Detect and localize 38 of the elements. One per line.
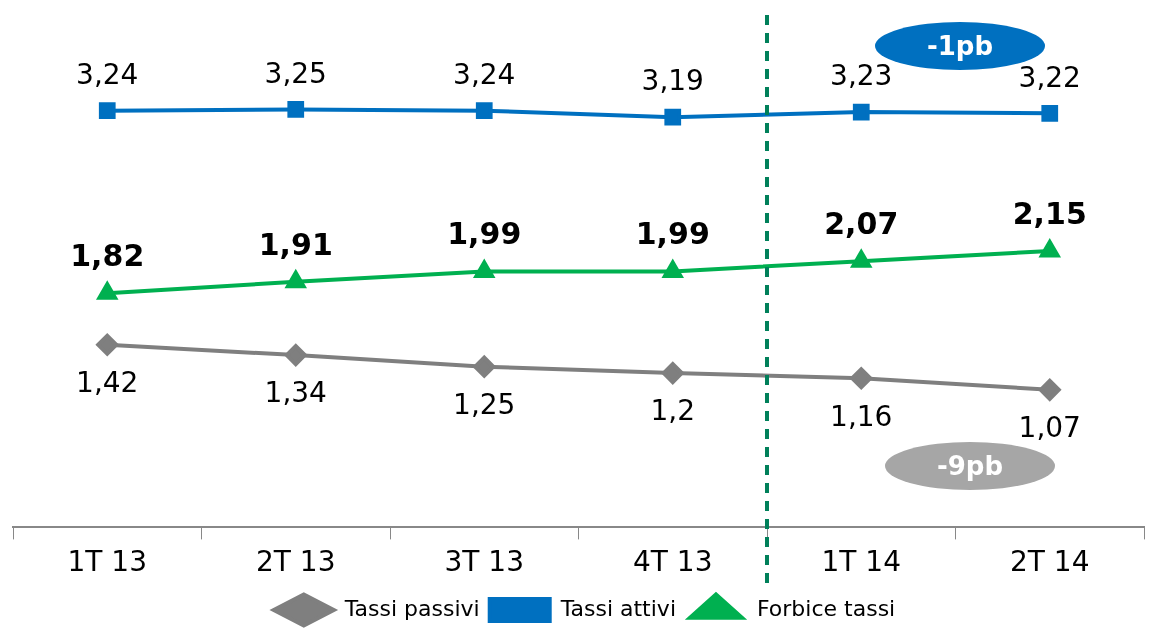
x-tick-label: 2T 13 bbox=[256, 545, 336, 579]
data-label: 3,19 bbox=[641, 64, 704, 98]
x-tick-label: 3T 13 bbox=[444, 545, 524, 579]
data-label: 1,16 bbox=[830, 399, 893, 433]
data-label: 1,07 bbox=[1018, 411, 1081, 445]
badge: -9pb bbox=[885, 442, 1055, 490]
point bbox=[852, 103, 870, 121]
data-label: 1,34 bbox=[264, 376, 327, 410]
point bbox=[284, 344, 307, 367]
data-label: 3,24 bbox=[76, 58, 139, 92]
x-tick-label: 1T 14 bbox=[821, 545, 901, 579]
data-label: 3,24 bbox=[453, 58, 516, 92]
point bbox=[475, 102, 493, 120]
x-tick-label: 4T 13 bbox=[633, 545, 713, 579]
point bbox=[287, 101, 305, 118]
data-label: 1,99 bbox=[447, 216, 522, 252]
legend-label: Tassi attivi bbox=[559, 595, 677, 621]
point bbox=[98, 102, 116, 120]
point bbox=[1041, 104, 1059, 122]
legend-label: Forbice tassi bbox=[756, 595, 896, 621]
point bbox=[661, 362, 684, 385]
data-label: 1,91 bbox=[258, 226, 333, 262]
point bbox=[96, 333, 119, 356]
data-label: 1,99 bbox=[635, 216, 710, 252]
point bbox=[664, 108, 682, 126]
x-tick-label: 1T 13 bbox=[67, 545, 147, 579]
data-label: 1,42 bbox=[76, 366, 139, 400]
legend-label: Tassi passivi bbox=[343, 595, 480, 621]
x-tick-label: 2T 14 bbox=[1010, 545, 1090, 579]
data-label: 2,07 bbox=[824, 205, 899, 241]
point bbox=[473, 355, 496, 378]
data-label: 3,25 bbox=[264, 56, 327, 90]
data-label: 1,25 bbox=[453, 387, 516, 421]
data-label: 1,82 bbox=[70, 238, 145, 274]
data-label: 2,15 bbox=[1012, 195, 1087, 231]
data-label: 1,2 bbox=[650, 394, 696, 428]
point bbox=[1038, 378, 1061, 401]
point bbox=[850, 367, 873, 390]
